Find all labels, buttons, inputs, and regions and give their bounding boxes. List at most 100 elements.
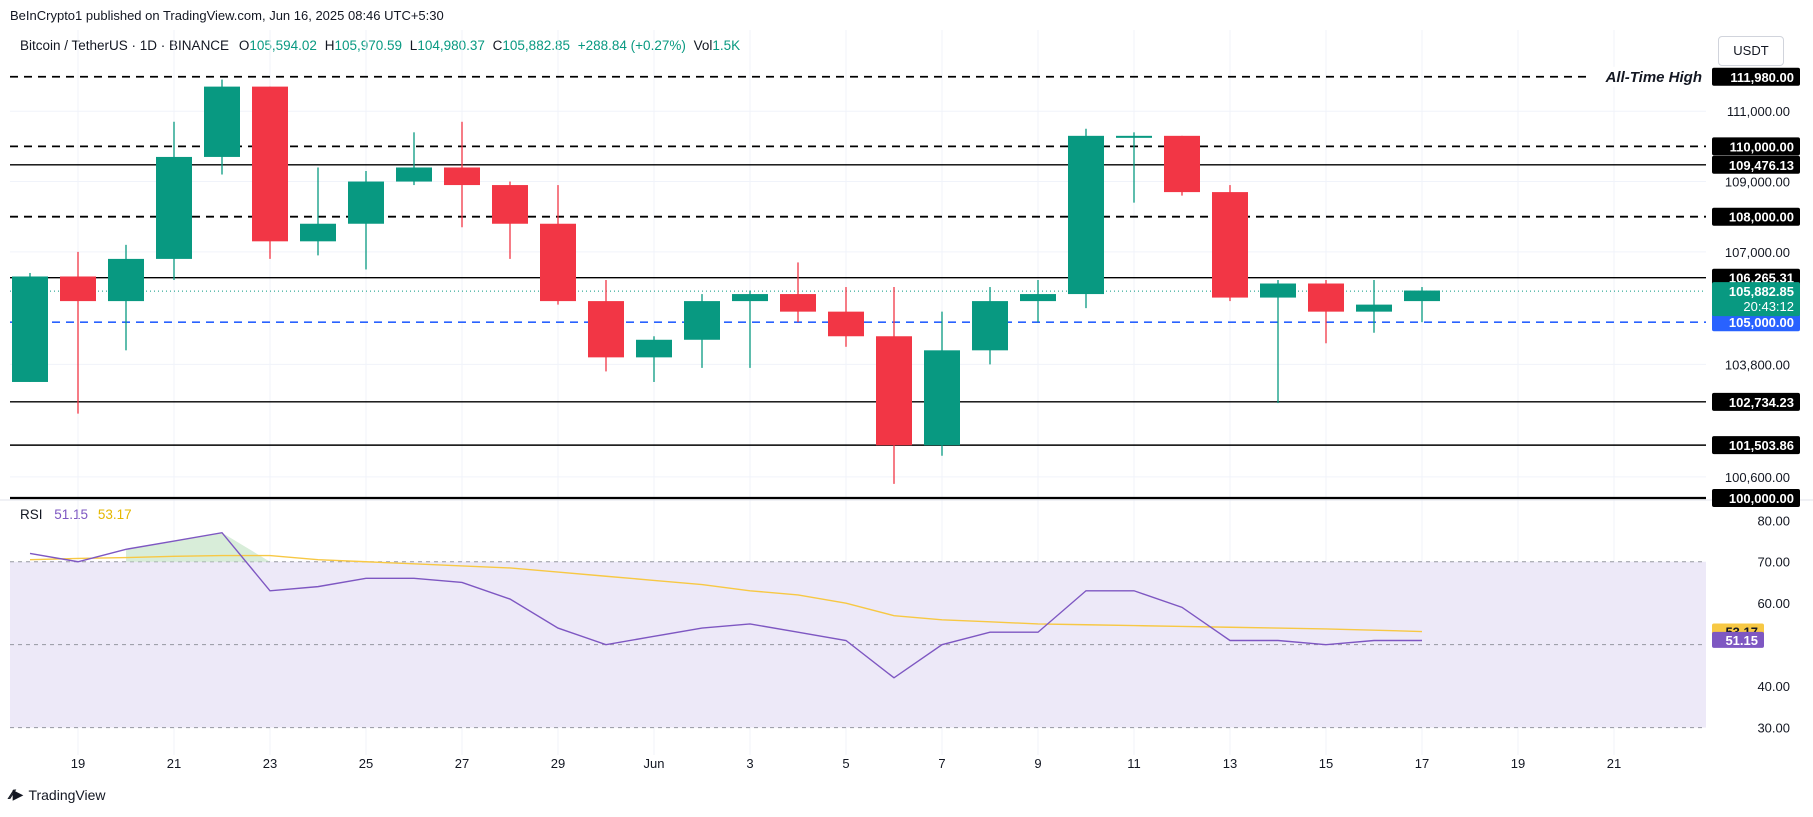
volume-value: 1.5K [712,38,741,53]
candle-body [204,86,240,157]
symbol-legend: Bitcoin / TetherUS · 1D · BINANCE O105,5… [20,38,740,53]
tradingview-logo-icon: ⁄⁄▶ [10,786,23,802]
level-badge-label: 108,000.00 [1729,210,1794,225]
price-tick-label: 107,000.00 [1725,245,1790,260]
published-caption: BeInCrypto1 published on TradingView.com… [10,8,444,23]
rsi-line [29,531,1422,679]
candle-body [1116,135,1152,138]
last-price-label: 105,882.85 [1729,284,1794,299]
x-tick-label: 25 [359,756,373,771]
x-tick-label: 17 [1415,756,1429,771]
rsi-ma-legend-value: 53.17 [97,507,132,522]
level-badge-label: 106,265.31 [1729,271,1794,286]
rsi-legend: RSI 51.15 53.17 [20,507,132,522]
all-time-high-label: All-Time High [1605,69,1702,86]
x-tick-label: 21 [167,756,181,771]
rsi-legend-value: 51.15 [54,507,89,522]
level-badge [1712,67,1800,86]
candle-body [300,223,336,242]
level-badge-label: 105,000.00 [1729,315,1794,330]
volume-label: Vol [693,38,713,53]
candle-body [12,276,48,382]
candle-body [348,181,384,224]
x-tick-label: 23 [263,756,277,771]
level-badge-label: 101,503.86 [1729,438,1794,453]
low-label: L [409,38,418,53]
candle-body [1068,135,1104,295]
candle-body [1404,290,1440,302]
level-badge [1712,137,1800,156]
high-value: 105,970.59 [334,38,403,53]
tradingview-footer: ⁄⁄▶ TradingView [10,786,106,803]
x-tick-label: Jun [644,756,665,771]
candle-body [972,301,1008,351]
rsi-tick-label: 30.00 [1757,721,1790,736]
level-badge-label: 102,734.23 [1729,395,1794,410]
countdown-label: 20:43:12 [1743,299,1794,314]
x-tick-label: 3 [746,756,753,771]
x-tick-label: 21 [1607,756,1621,771]
close-label: C [492,38,503,53]
rsi-ma-badge-label: 53.17 [1725,625,1758,640]
rsi-badge-label: 51.15 [1725,633,1758,648]
rsi-tick-label: 80.00 [1757,513,1790,528]
tradingview-brand: TradingView [28,786,106,803]
candle-body [444,167,480,186]
high-label: H [324,38,335,53]
symbol-name: Bitcoin / TetherUS · 1D · BINANCE [20,38,230,53]
level-note-bg [1588,66,1706,87]
candle-body [1212,192,1248,298]
level-badge [1712,207,1800,226]
candle-body [636,339,672,358]
level-badge-label: 110,000.00 [1730,139,1794,154]
level-badge [1712,392,1800,411]
candle-body [60,276,96,302]
currency-button[interactable]: USDT [1718,36,1784,66]
level-badge-label: 109,476.13 [1729,158,1794,173]
x-tick-label: 29 [551,756,565,771]
candle-body [540,223,576,302]
x-tick-label: 27 [455,756,469,771]
change-value: +288.84 (+0.27%) [577,38,686,53]
rsi-band-fill [10,561,1706,728]
rsi-badge [1712,631,1764,648]
open-value: 105,594.02 [249,38,317,53]
x-tick-label: 19 [71,756,85,771]
level-badge [1712,268,1800,287]
low-value: 104,980.37 [417,38,485,53]
candle-body [1020,294,1056,302]
candle-body [924,350,960,446]
x-tick-label: 9 [1034,756,1041,771]
level-badge-label: 100,000.00 [1729,491,1794,506]
x-tick-label: 13 [1223,756,1237,771]
candle-body [780,294,816,312]
candle-body [156,156,192,259]
x-tick-label: 15 [1319,756,1333,771]
level-badge [1712,313,1800,332]
candle-body [588,301,624,358]
candle-body [828,311,864,337]
candle-body [684,301,720,340]
candle-body [108,258,144,302]
close-value: 105,882.85 [502,38,570,53]
level-badge [1712,436,1800,455]
candle-body [492,185,528,224]
rsi-title: RSI [20,507,43,522]
open-label: O [238,38,250,53]
x-tick-label: 11 [1127,756,1141,771]
level-badge-label: 111,980.00 [1730,70,1794,85]
candle-body [1356,304,1392,312]
rsi-tick-label: 40.00 [1757,679,1790,694]
last-price-badge [1712,282,1800,317]
rsi-ma-line [29,554,1423,633]
candle-body [876,336,912,446]
x-tick-label: 7 [938,756,945,771]
x-tick-label: 19 [1511,756,1525,771]
level-badge [1712,489,1800,507]
rsi-tick-label: 60.00 [1757,596,1790,611]
candle-body [732,294,768,302]
rsi-ma-badge [1712,623,1764,640]
x-tick-label: 5 [842,756,849,771]
rsi-tick-label: 70.00 [1757,555,1790,570]
